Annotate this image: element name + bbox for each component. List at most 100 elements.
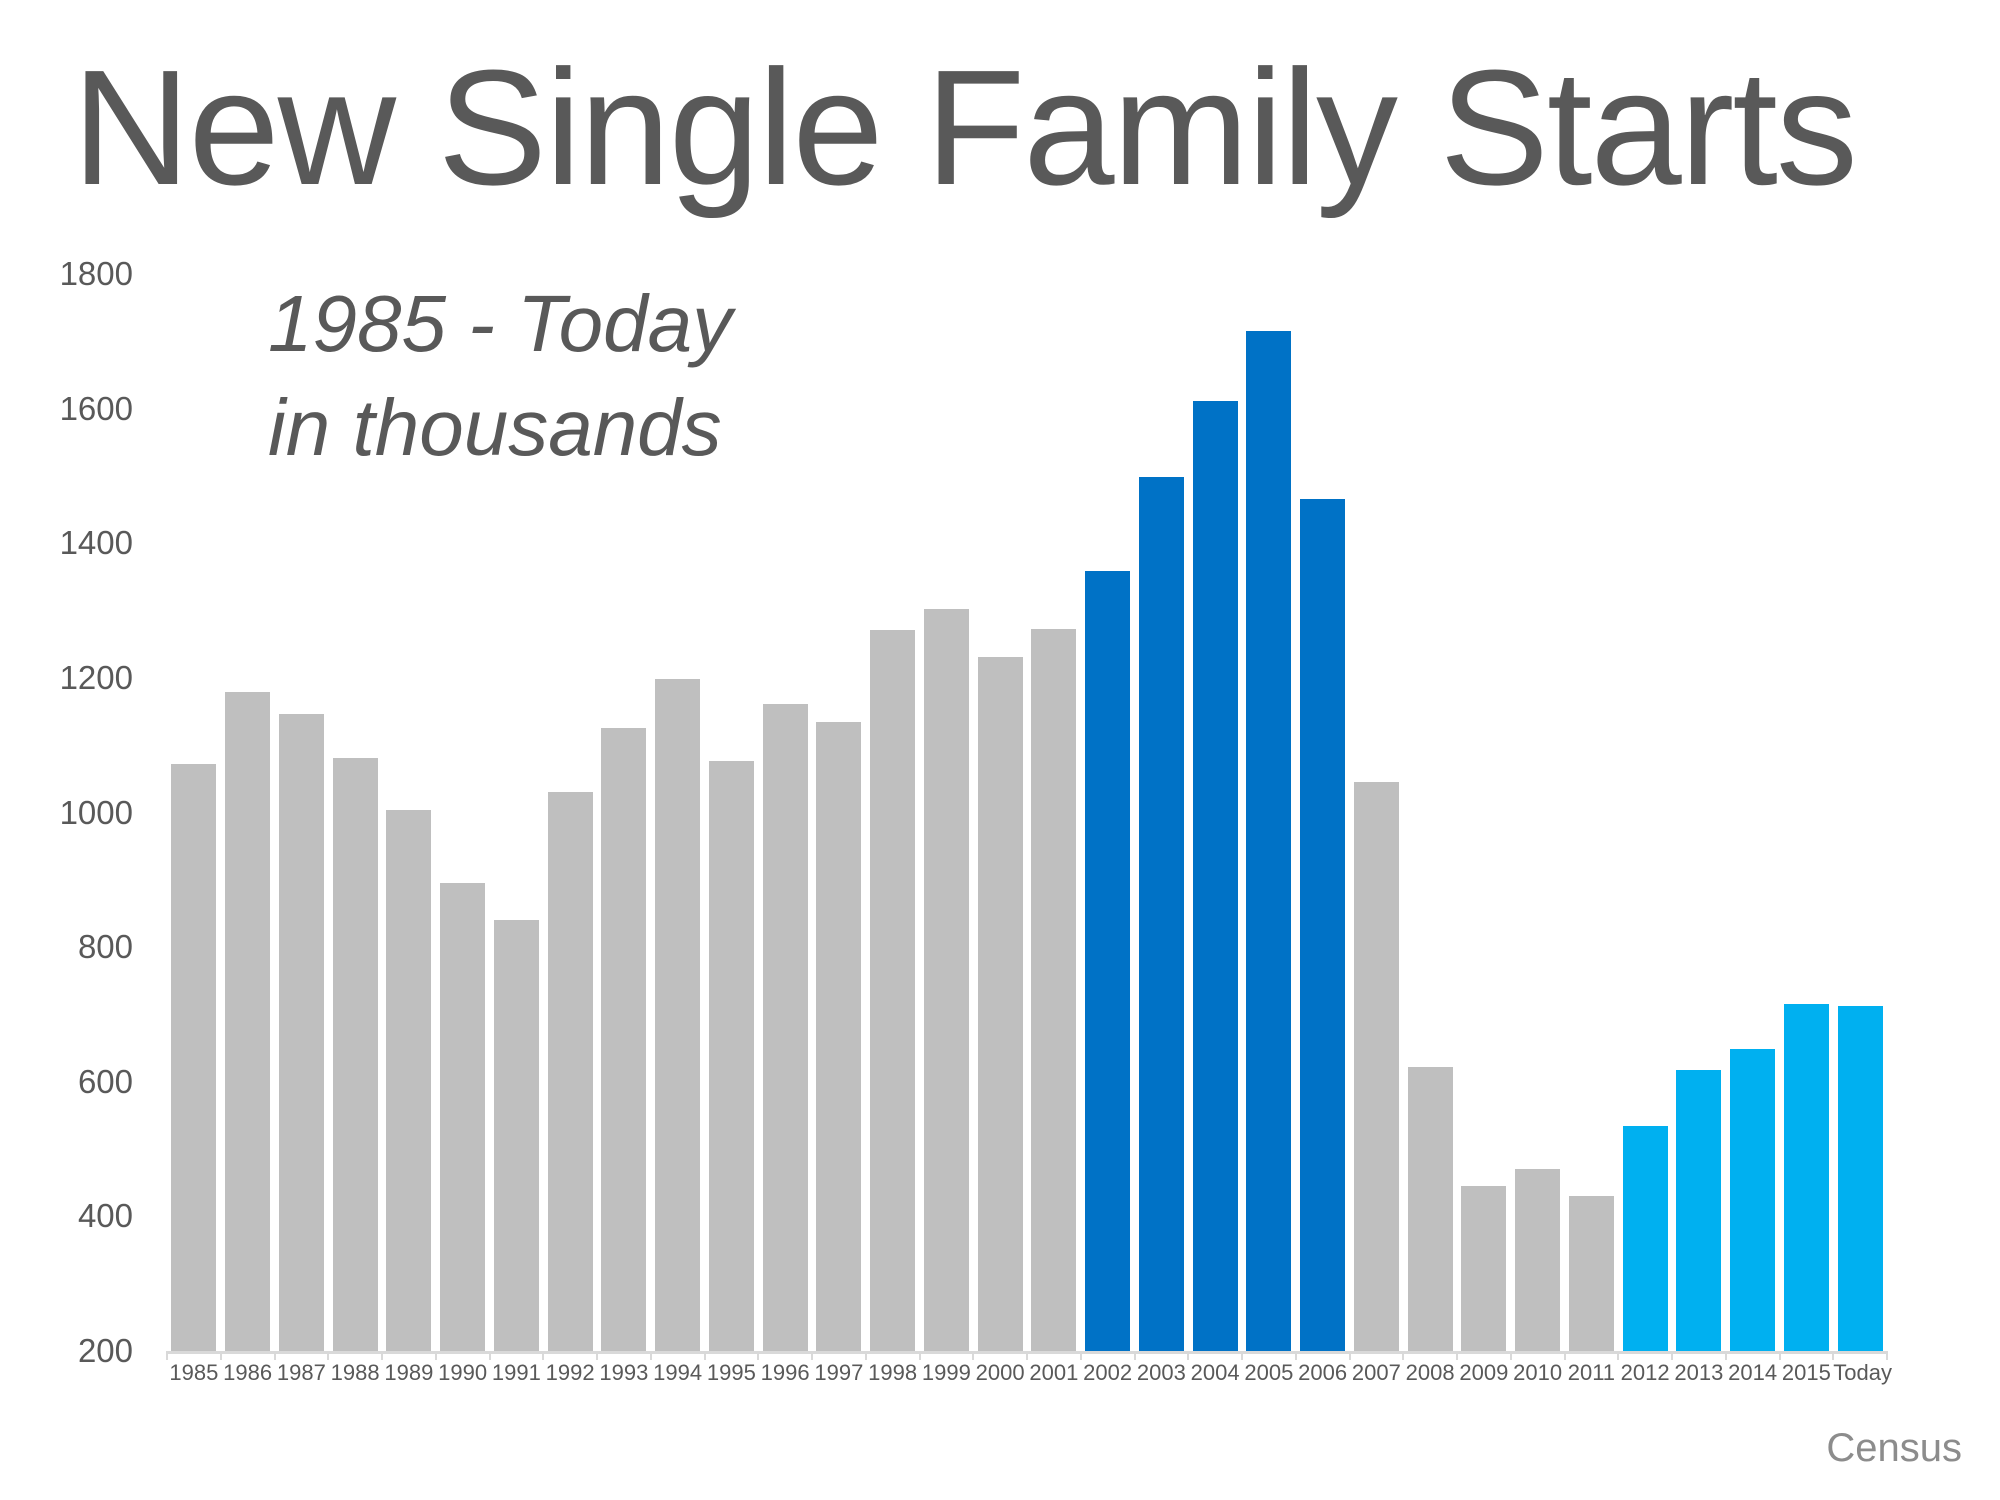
x-axis-tick xyxy=(1134,1351,1136,1360)
x-axis-tick xyxy=(1725,1351,1727,1360)
bar-1985 xyxy=(171,764,217,1351)
bar-1989 xyxy=(386,810,432,1351)
x-axis-tick xyxy=(1456,1351,1458,1360)
x-axis-label-1991: 1991 xyxy=(491,1360,541,1385)
x-axis-label-2001: 2001 xyxy=(1029,1360,1079,1385)
x-axis-tick xyxy=(704,1351,706,1360)
x-axis-tick xyxy=(1080,1351,1082,1360)
x-axis-tick xyxy=(972,1351,974,1360)
x-axis-tick xyxy=(1349,1351,1351,1360)
bar-2012 xyxy=(1622,1126,1668,1351)
x-axis-label-1990: 1990 xyxy=(438,1360,488,1385)
x-axis-label-1989: 1989 xyxy=(384,1360,434,1385)
x-axis-tick xyxy=(489,1351,491,1360)
x-axis-tick xyxy=(865,1351,867,1360)
x-axis-label-2011: 2011 xyxy=(1567,1360,1616,1385)
bar-2002 xyxy=(1085,571,1131,1351)
x-axis-label-2000: 2000 xyxy=(975,1360,1025,1385)
x-axis-label-2005: 2005 xyxy=(1244,1360,1294,1385)
x-axis-label-1987: 1987 xyxy=(276,1360,326,1385)
x-axis-tick xyxy=(166,1351,168,1360)
x-axis-tick xyxy=(327,1351,329,1360)
bar-2007 xyxy=(1353,782,1399,1351)
bar-1995 xyxy=(708,761,754,1351)
y-axis-label-800: 800 xyxy=(77,928,133,966)
bar-1998 xyxy=(870,630,916,1351)
bar-1988 xyxy=(332,758,378,1351)
x-axis-tick xyxy=(1510,1351,1512,1360)
x-axis-label-1994: 1994 xyxy=(653,1360,703,1385)
y-axis-label-1800: 1800 xyxy=(59,255,133,292)
bar-2001 xyxy=(1031,629,1077,1351)
bar-2004 xyxy=(1192,401,1238,1351)
x-axis-label-1997: 1997 xyxy=(814,1360,864,1385)
bar-2015 xyxy=(1783,1004,1829,1351)
source-label: Census xyxy=(1826,1426,1962,1470)
x-axis-label-2007: 2007 xyxy=(1351,1360,1401,1385)
chart-subtitle: 1985 - Today in thousands xyxy=(268,272,732,480)
x-axis-tick xyxy=(1671,1351,1673,1360)
x-axis-label-1996: 1996 xyxy=(760,1360,810,1385)
x-axis-label-2014: 2014 xyxy=(1728,1360,1778,1385)
subtitle-line-2: in thousands xyxy=(268,383,722,472)
x-axis-tick xyxy=(1295,1351,1297,1360)
x-axis-tick xyxy=(381,1351,383,1360)
bar-2014 xyxy=(1730,1049,1776,1351)
y-axis-label-1200: 1200 xyxy=(59,658,133,696)
bar-1992 xyxy=(547,792,593,1351)
x-axis-label-1998: 1998 xyxy=(868,1360,918,1385)
x-axis-tick xyxy=(1617,1351,1619,1360)
y-axis-label-1400: 1400 xyxy=(59,524,133,562)
x-axis-label-2013: 2013 xyxy=(1674,1360,1724,1385)
x-axis-tick xyxy=(435,1351,437,1360)
x-axis-tick xyxy=(220,1351,222,1360)
x-axis-tick xyxy=(1564,1351,1566,1360)
x-axis-label-1993: 1993 xyxy=(599,1360,649,1385)
x-axis-label-1986: 1986 xyxy=(223,1360,273,1385)
bar-1999 xyxy=(923,609,969,1351)
x-axis-label-1999: 1999 xyxy=(921,1360,971,1385)
x-axis-tick xyxy=(1026,1351,1028,1360)
x-axis-tick xyxy=(542,1351,544,1360)
bar-1991 xyxy=(493,920,539,1351)
x-axis-tick xyxy=(650,1351,652,1360)
subtitle-line-1: 1985 - Today xyxy=(268,279,733,368)
page-title: New Single Family Starts xyxy=(72,36,1858,219)
x-axis-tick xyxy=(811,1351,813,1360)
bar-2011 xyxy=(1568,1196,1614,1351)
x-axis-label-today: Today xyxy=(1833,1360,1892,1385)
bar-1990 xyxy=(440,883,486,1351)
bar-2005 xyxy=(1246,331,1292,1351)
x-axis-label-2003: 2003 xyxy=(1136,1360,1186,1385)
y-axis-label-400: 400 xyxy=(77,1197,133,1235)
x-axis-tick xyxy=(919,1351,921,1360)
x-axis-tick xyxy=(1779,1351,1781,1360)
y-axis-label-1000: 1000 xyxy=(59,793,133,831)
bar-2010 xyxy=(1515,1169,1561,1351)
x-axis-label-1988: 1988 xyxy=(330,1360,380,1385)
x-axis-label-2008: 2008 xyxy=(1405,1360,1455,1385)
x-axis-label-2010: 2010 xyxy=(1513,1360,1563,1385)
x-axis-label-2006: 2006 xyxy=(1298,1360,1348,1385)
y-axis-label-1600: 1600 xyxy=(59,389,133,427)
x-axis-tick xyxy=(1402,1351,1404,1360)
x-axis-tick xyxy=(1832,1351,1834,1360)
y-axis-label-200: 200 xyxy=(77,1332,133,1369)
bar-2009 xyxy=(1461,1186,1507,1351)
bar-1997 xyxy=(816,722,862,1351)
bar-1986 xyxy=(225,692,271,1351)
x-axis-label-2002: 2002 xyxy=(1083,1360,1133,1385)
x-axis-label-2009: 2009 xyxy=(1459,1360,1509,1385)
bar-1994 xyxy=(655,679,701,1351)
bar-1993 xyxy=(601,728,647,1351)
bar-2008 xyxy=(1407,1067,1453,1351)
x-axis-tick xyxy=(757,1351,759,1360)
bar-1987 xyxy=(278,714,324,1351)
bar-today xyxy=(1837,1006,1883,1351)
x-axis-tick xyxy=(274,1351,276,1360)
x-axis-label-2004: 2004 xyxy=(1190,1360,1240,1385)
bar-2013 xyxy=(1676,1070,1722,1351)
x-axis-label-1985: 1985 xyxy=(169,1360,219,1385)
